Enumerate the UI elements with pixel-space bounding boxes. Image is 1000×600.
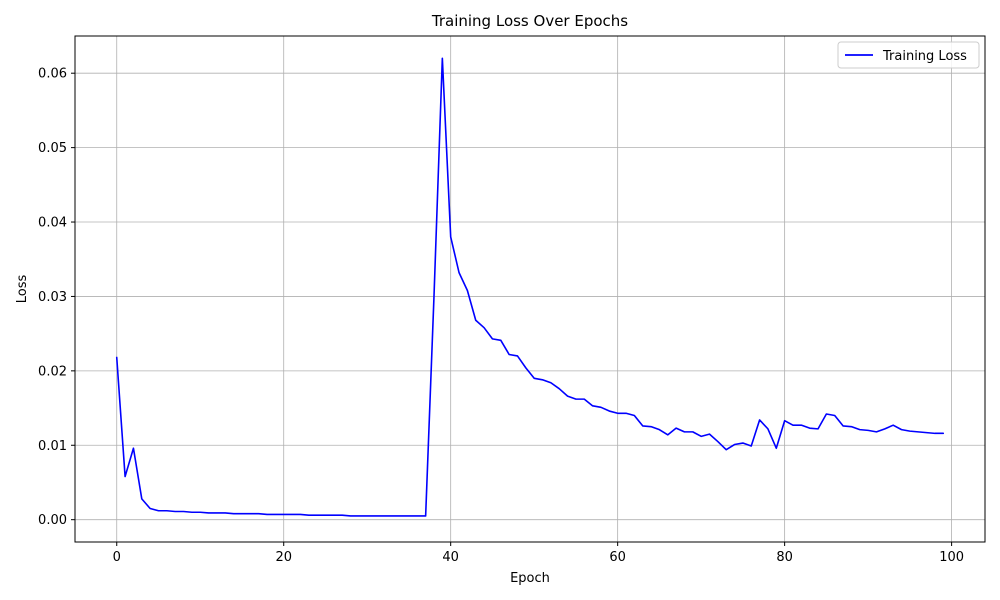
- series-layer: [115, 57, 945, 517]
- chart-title: Training Loss Over Epochs: [431, 12, 628, 30]
- y-tick-label: 0.06: [38, 67, 67, 82]
- series-line-training-loss: [115, 57, 945, 517]
- y-axis: 0.00 0.01 0.02 0.03 0.04 0.05 0.06: [38, 67, 75, 528]
- y-tick-label: 0.03: [38, 290, 67, 305]
- x-tick-label: 20: [275, 550, 292, 565]
- y-tick-label: 0.02: [38, 364, 67, 379]
- x-tick-label: 0: [113, 550, 121, 565]
- x-tick-label: 80: [776, 550, 793, 565]
- y-tick-label: 0.04: [38, 216, 67, 231]
- plot-area-frame: [74, 35, 986, 543]
- legend-label-training-loss: Training Loss: [882, 49, 967, 64]
- grid: [75, 36, 985, 542]
- x-tick-label: 100: [939, 550, 964, 565]
- y-tick-label: 0.01: [38, 439, 67, 454]
- y-axis-label: Loss: [15, 275, 30, 304]
- legend: Training Loss: [837, 41, 980, 69]
- legend-box: [837, 41, 980, 69]
- x-tick-label: 60: [609, 550, 626, 565]
- y-tick-label: 0.05: [38, 141, 67, 156]
- x-axis: 0 20 40 60 80 100: [113, 542, 964, 565]
- x-tick-label: 40: [442, 550, 459, 565]
- y-tick-label: 0.00: [38, 513, 67, 528]
- x-axis-label: Epoch: [510, 571, 550, 586]
